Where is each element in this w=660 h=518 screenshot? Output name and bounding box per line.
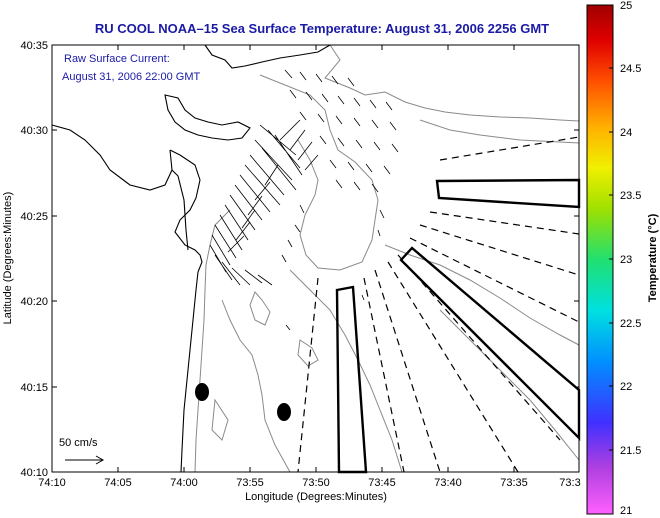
colorbar-tick-label: 21.5 [620, 445, 641, 457]
x-tick-label: 74:00 [170, 477, 198, 489]
x-tick-label: 74:05 [104, 477, 132, 489]
y-tick-label: 40:20 [20, 296, 48, 308]
radial-line [429, 211, 580, 235]
annotation-line-2: August 31, 2006 22:00 GMT [62, 71, 200, 83]
contour-line [419, 119, 580, 144]
contour-line [384, 244, 580, 346]
dashed-radials [297, 136, 580, 473]
contour-line [297, 339, 319, 367]
x-tick-labels: 74:10 74:05 74:00 73:55 73:50 73:45 73:4… [38, 477, 580, 489]
map-background [52, 45, 579, 472]
x-tick-label: 73:40 [434, 477, 462, 489]
x-tick-label: 73:3 [559, 477, 580, 489]
x-axis-label: Longitude (Degrees:Minutes) [245, 491, 387, 503]
x-tick-label: 73:35 [500, 477, 528, 489]
colorbar-tick-label: 23.5 [620, 190, 641, 202]
contour-line [194, 209, 231, 473]
station-marker [277, 403, 291, 421]
colorbar-tick-label: 24 [620, 127, 632, 139]
radial-line [387, 261, 519, 473]
colorbar-tick-label: 22.5 [620, 318, 641, 330]
coastline-sandy-hook [171, 169, 189, 251]
radial-line [297, 277, 319, 473]
colorbar: 25 24.5 24 23.5 23 22.5 22 21.5 21 Tempe… [586, 0, 659, 517]
y-tick-label: 40:35 [20, 40, 48, 52]
x-tick-label: 73:45 [368, 477, 396, 489]
current-vector [209, 124, 303, 286]
scale-arrow: 50 cm/s [59, 437, 105, 465]
radial-line [363, 277, 405, 473]
axis-tick-marks [51, 44, 579, 472]
scale-arrow-head [95, 455, 105, 465]
coastline-nj-outer [51, 124, 173, 191]
contour-line [439, 309, 580, 461]
x-tick-label: 73:50 [302, 477, 330, 489]
y-axis-label: Latitude (Degrees:Minutes) [2, 192, 14, 325]
colorbar-tick-marks [609, 4, 613, 515]
x-tick-marks [51, 45, 515, 472]
figure-title: RU COOL NOAA–15 Sea Surface Temperature:… [95, 21, 549, 36]
y-tick-label: 40:30 [20, 125, 48, 137]
colorbar-tick-label: 24.5 [620, 63, 641, 75]
radial-line [409, 237, 580, 323]
x-tick-label: 73:55 [236, 477, 264, 489]
x-tick-label: 74:10 [38, 477, 66, 489]
colorbar-tick-label: 23 [620, 254, 632, 266]
contour-line [324, 44, 580, 122]
contour-line [259, 74, 379, 271]
y-tick-labels: 40:35 40:30 40:25 40:20 40:15 40:10 [20, 40, 48, 479]
coastline [51, 44, 331, 473]
station-marker [195, 383, 209, 401]
annotation-line-1: Raw Surface Current: [64, 53, 170, 65]
colorbar-tick-label: 22 [620, 381, 632, 393]
colorbar-tick-label: 21 [620, 505, 632, 517]
coastline-long-island [204, 44, 331, 69]
radial-line [397, 254, 561, 441]
radial-line [419, 224, 580, 276]
surface-current-vectors [209, 69, 399, 331]
current-vector [281, 69, 399, 331]
colorbar-label: Temperature (°C) [647, 213, 659, 302]
coastline-staten-island [164, 94, 251, 141]
current-vector [227, 119, 319, 253]
y-tick-label: 40:10 [20, 467, 48, 479]
contour-line [249, 291, 271, 326]
contour-line [221, 299, 291, 473]
colorbar-ramp [586, 4, 614, 515]
scale-label: 50 cm/s [59, 437, 98, 449]
coastline-nj-bay [169, 149, 203, 273]
map-panel: 50 cm/s Raw Surface Current: August 31, … [51, 44, 581, 474]
y-tick-label: 40:15 [20, 382, 48, 394]
y-tick-marks [52, 44, 579, 388]
contour-line [211, 398, 229, 441]
y-tick-label: 40:25 [20, 211, 48, 223]
colorbar-tick-label: 25 [620, 0, 632, 12]
coastline-nj-shore [180, 271, 199, 473]
